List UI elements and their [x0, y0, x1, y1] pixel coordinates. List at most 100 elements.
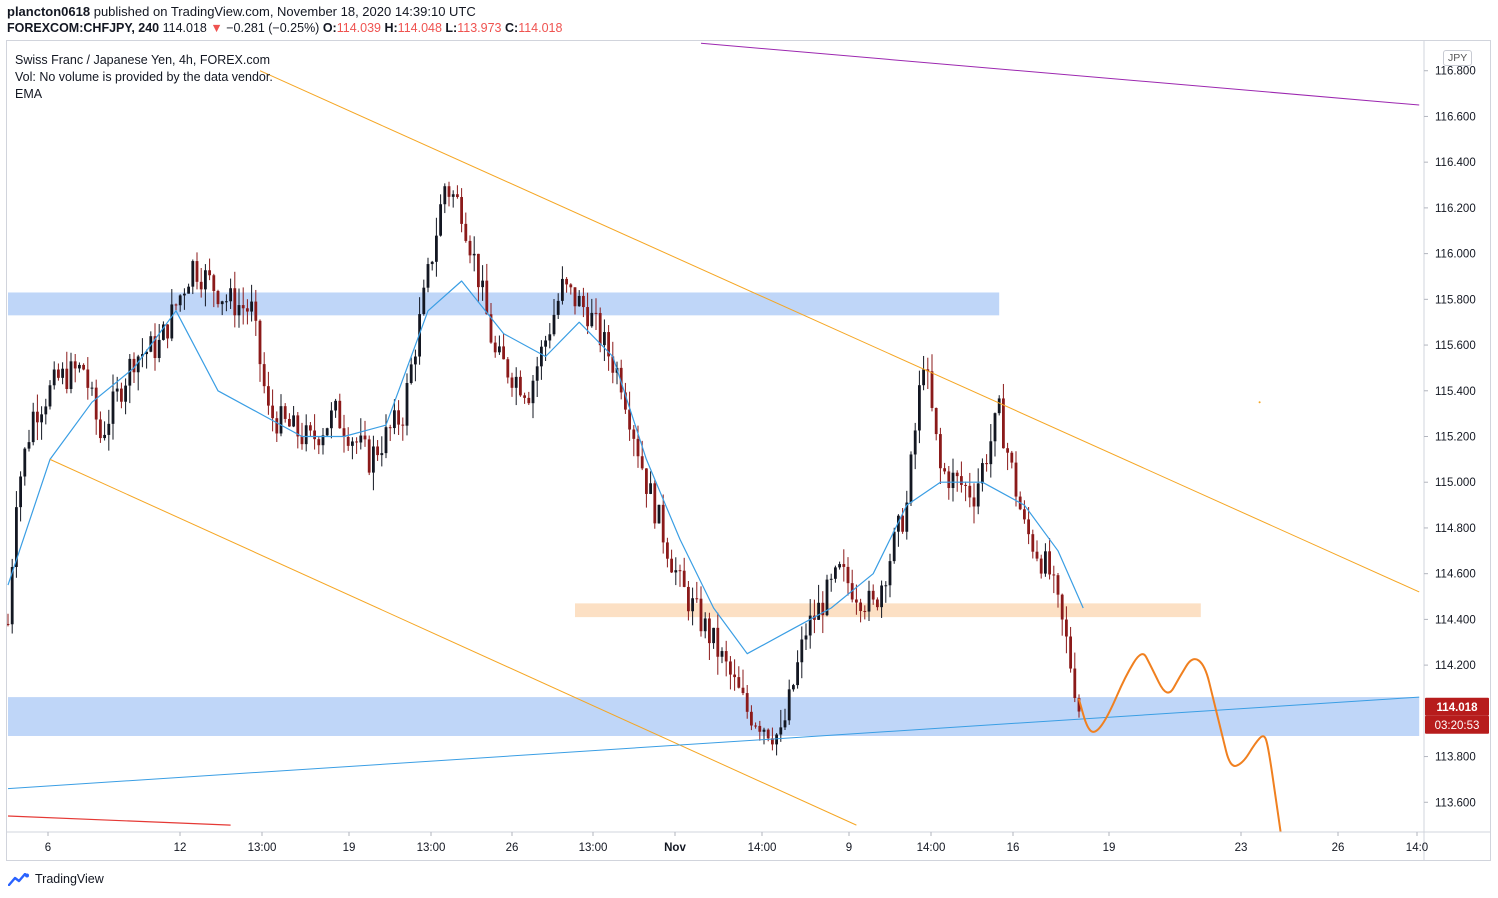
candle-body: [607, 332, 610, 357]
candle: [930, 354, 934, 412]
candle: [565, 277, 568, 293]
candle-body: [120, 388, 123, 402]
candle-body: [989, 441, 993, 465]
close-value: 114.018: [518, 21, 563, 35]
candle: [19, 471, 22, 522]
x-tick-label: 23: [1235, 842, 1248, 854]
candle-body: [246, 308, 249, 312]
blue-trendline: [7, 696, 1420, 790]
countdown-label: 03:20:53: [1435, 720, 1480, 732]
candle: [330, 402, 333, 439]
candle: [590, 298, 594, 328]
candle: [363, 420, 367, 447]
candle-body: [611, 356, 615, 373]
candle-body: [73, 361, 77, 369]
candle-body: [985, 463, 988, 465]
candle-body: [94, 387, 98, 420]
lower-demand-zone: [8, 697, 1420, 736]
candle: [321, 427, 325, 455]
candle: [237, 288, 241, 328]
candle-body: [519, 376, 522, 396]
candle-body: [225, 301, 228, 303]
candle-body: [166, 324, 169, 339]
candle: [65, 351, 69, 394]
candle: [598, 307, 602, 353]
publish-info: published on TradingView.com, November 1…: [93, 4, 476, 19]
candle: [23, 447, 27, 486]
candle-body: [393, 410, 396, 429]
candle: [897, 514, 900, 547]
candle-body: [1031, 534, 1035, 552]
candle: [271, 389, 274, 432]
candle: [187, 283, 190, 294]
candle-body: [384, 427, 388, 454]
candle-body: [191, 261, 195, 287]
candle-body: [892, 531, 896, 562]
candle: [90, 381, 94, 396]
candle-body: [498, 346, 501, 353]
legend-indicator[interactable]: EMA: [15, 87, 43, 101]
candle-body: [132, 358, 136, 373]
candle-body: [279, 406, 283, 434]
candle: [1018, 491, 1022, 511]
candle: [976, 468, 980, 515]
candle-body: [435, 235, 438, 262]
candle-body: [876, 599, 879, 608]
tradingview-brand[interactable]: TradingView: [8, 872, 104, 886]
candle: [388, 424, 392, 442]
candle: [481, 265, 484, 301]
candle: [729, 656, 732, 690]
candle-body: [737, 677, 741, 688]
candle-body: [703, 618, 707, 632]
currency-badge[interactable]: JPY: [1443, 50, 1473, 66]
candle-body: [288, 418, 291, 427]
candle: [1077, 694, 1081, 718]
candle-body: [640, 456, 644, 469]
candle-body: [510, 377, 514, 388]
candle: [393, 399, 396, 435]
candle-body: [834, 567, 837, 579]
candle: [808, 599, 812, 649]
candle-body: [40, 414, 43, 423]
candle: [972, 483, 976, 524]
candle: [745, 685, 749, 719]
candle: [594, 298, 598, 331]
candle-body: [359, 435, 363, 443]
candle: [758, 720, 762, 741]
down-arrow-icon: ▼: [210, 21, 223, 35]
symbol-name[interactable]: FOREXCOM:CHFJPY, 240: [7, 21, 160, 35]
candle: [792, 683, 795, 692]
candle-body: [430, 261, 434, 265]
candle: [86, 357, 90, 400]
candle-body: [86, 369, 90, 388]
candle-body: [787, 689, 791, 721]
candle-body: [968, 485, 972, 498]
candle: [838, 561, 841, 570]
legend-title[interactable]: Swiss Franc / Japanese Yen, 4h, FOREX.co…: [15, 53, 270, 67]
candle-body: [573, 287, 577, 307]
candle: [208, 258, 211, 281]
candle: [439, 194, 442, 237]
candle: [842, 549, 846, 582]
channel-dot: [1258, 401, 1261, 404]
candle-body: [309, 425, 312, 431]
candle: [216, 289, 220, 308]
y-tick-label: 113.600: [1435, 797, 1476, 809]
candle-body: [687, 586, 690, 612]
candle: [981, 458, 984, 492]
candle-body: [325, 428, 329, 436]
close-label: C:: [504, 21, 519, 35]
candle: [825, 574, 829, 617]
publisher-name[interactable]: plancton0618: [7, 4, 91, 19]
candle-body: [10, 567, 14, 625]
y-tick-label: 115.400: [1435, 386, 1476, 398]
candle: [510, 372, 514, 397]
candle-body: [233, 288, 237, 316]
x-tick-label: 12: [174, 842, 187, 854]
candle: [523, 392, 526, 404]
candle: [220, 300, 224, 316]
candle-body: [1052, 574, 1056, 576]
candle-body: [943, 468, 946, 472]
candle: [27, 429, 31, 452]
